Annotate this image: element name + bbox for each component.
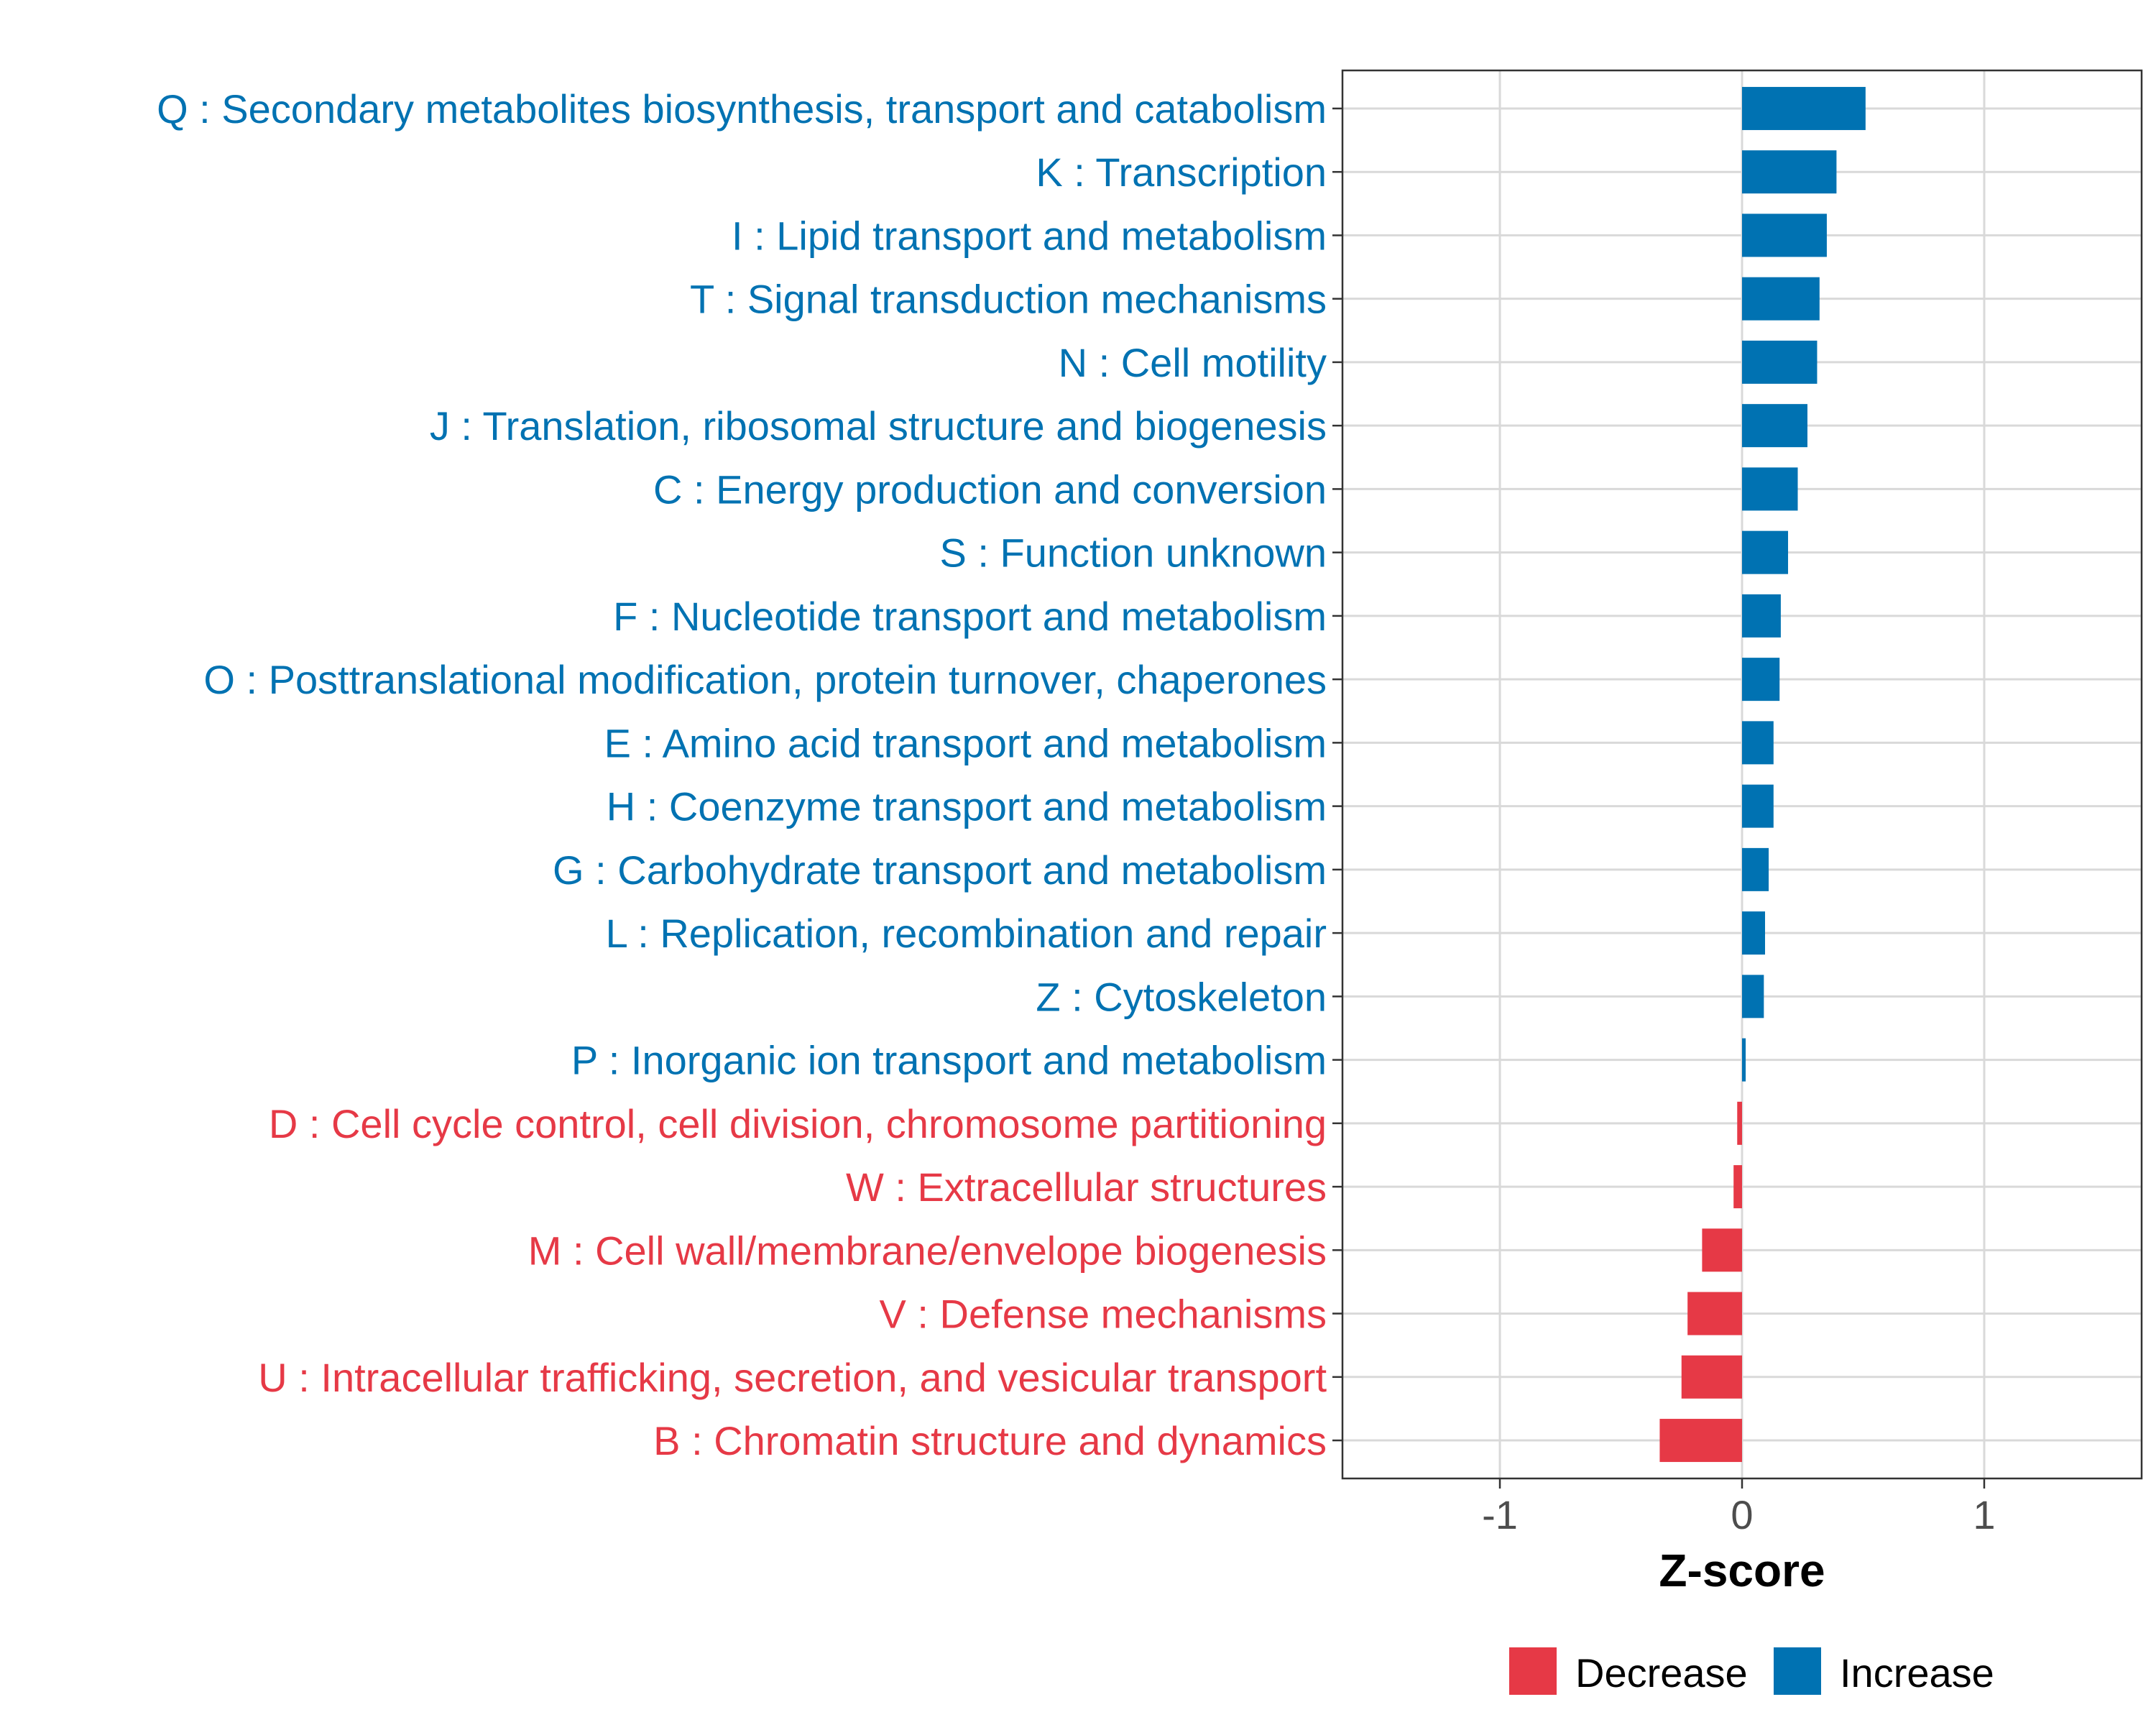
bar — [1742, 277, 1820, 321]
bar — [1742, 213, 1827, 257]
bar — [1737, 1101, 1742, 1145]
category-label: N : Cell motility — [1059, 340, 1327, 385]
x-axis-tick-labels: -1 0 1 — [1482, 1492, 1995, 1537]
category-label: D : Cell cycle control, cell division, c… — [269, 1101, 1327, 1146]
bar — [1742, 911, 1766, 955]
bar — [1742, 975, 1764, 1018]
x-axis-ticks — [1498, 1478, 1986, 1489]
category-label: W : Extracellular structures — [846, 1164, 1327, 1210]
bar — [1742, 594, 1781, 638]
category-label: T : Signal transduction mechanisms — [690, 277, 1327, 322]
category-label: K : Transcription — [1036, 150, 1327, 195]
category-label: J : Translation, ribosomal structure and… — [430, 403, 1327, 448]
category-label: Q : Secondary metabolites biosynthesis, … — [157, 86, 1327, 132]
category-label: H : Coenzyme transport and metabolism — [607, 784, 1327, 829]
category-label: P : Inorganic ion transport and metaboli… — [571, 1038, 1327, 1083]
x-tick-label: 1 — [1973, 1492, 1995, 1537]
x-axis-title: Z-score — [1659, 1545, 1825, 1596]
x-tick-label: 0 — [1731, 1492, 1753, 1537]
bar — [1742, 658, 1780, 702]
category-label: B : Chromatin structure and dynamics — [653, 1418, 1327, 1463]
bar — [1742, 1038, 1746, 1082]
x-tick-label: -1 — [1482, 1492, 1518, 1537]
bar — [1742, 467, 1798, 511]
bar — [1742, 340, 1818, 384]
y-axis-ticks — [1332, 107, 1342, 1442]
bar — [1733, 1165, 1742, 1209]
bar — [1659, 1419, 1742, 1463]
category-label: S : Function unknown — [939, 530, 1327, 576]
bar — [1742, 847, 1769, 891]
legend-label: Decrease — [1575, 1650, 1748, 1696]
category-label: V : Defense mechanisms — [880, 1292, 1327, 1337]
bar — [1742, 404, 1807, 448]
bar — [1742, 86, 1866, 130]
bar — [1702, 1228, 1742, 1272]
category-label: L : Replication, recombination and repai… — [606, 911, 1327, 956]
bar — [1681, 1355, 1742, 1399]
category-label: M : Cell wall/membrane/envelope biogenes… — [528, 1228, 1327, 1273]
bar — [1742, 721, 1774, 765]
category-label: I : Lipid transport and metabolism — [732, 213, 1327, 258]
bar — [1742, 530, 1789, 574]
legend-swatch — [1509, 1647, 1557, 1695]
bars — [1659, 86, 1866, 1463]
legend-label: Increase — [1840, 1650, 1994, 1696]
category-label: Z : Cytoskeleton — [1036, 974, 1327, 1019]
category-label: G : Carbohydrate transport and metabolis… — [553, 847, 1327, 893]
category-label: C : Energy production and conversion — [653, 466, 1327, 512]
legend: Decrease Increase — [1509, 1647, 1994, 1696]
category-label: U : Intracellular trafficking, secretion… — [258, 1355, 1327, 1400]
category-label: F : Nucleotide transport and metabolism — [613, 594, 1327, 639]
category-label: E : Amino acid transport and metabolism — [604, 720, 1327, 765]
category-label: O : Posttranslational modification, prot… — [203, 657, 1327, 702]
bar — [1742, 150, 1837, 194]
bar — [1742, 784, 1774, 828]
bar — [1687, 1292, 1742, 1335]
y-axis-category-labels: Q : Secondary metabolites biosynthesis, … — [157, 86, 1327, 1463]
legend-swatch — [1774, 1647, 1821, 1695]
